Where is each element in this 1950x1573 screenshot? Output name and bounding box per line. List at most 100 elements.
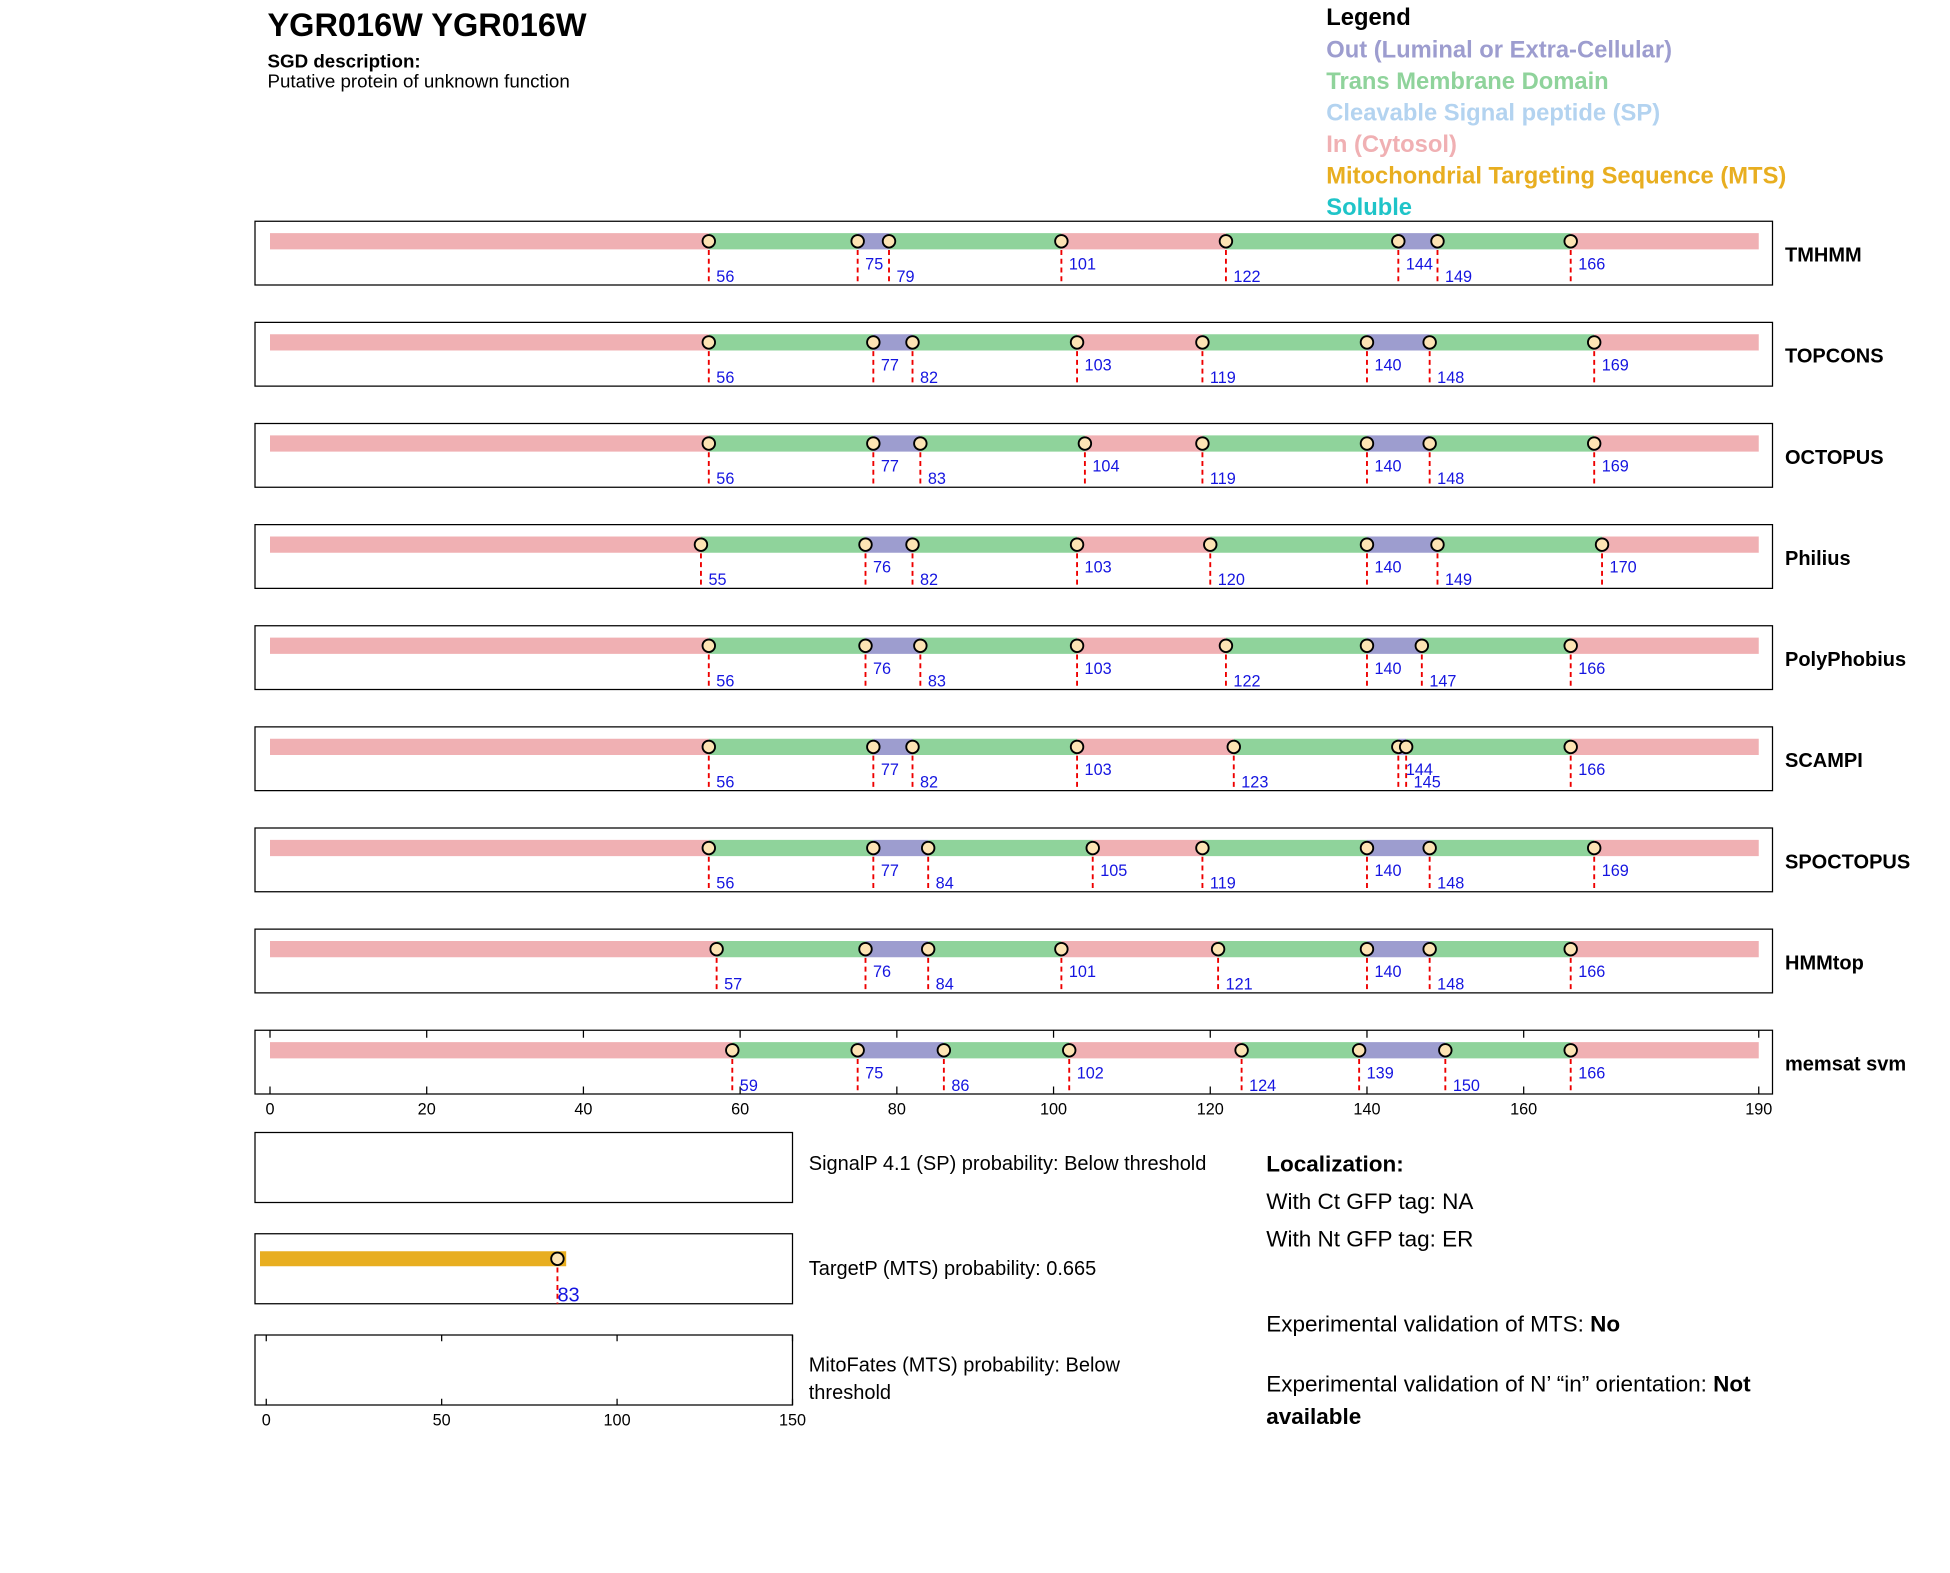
- legend-entry: Soluble: [1326, 194, 1412, 221]
- topology-segment: [1366, 637, 1422, 654]
- track-name: HMMtop: [1785, 952, 1864, 974]
- topology-segment: [857, 233, 890, 250]
- topology-segment: [1061, 233, 1226, 250]
- validation-label: Experimental validation of N’ “in” orien…: [1266, 1371, 1707, 1397]
- boundary-marker: [866, 436, 881, 451]
- boundary-label: 82: [920, 369, 938, 387]
- boundary-label: 140: [1374, 559, 1401, 577]
- boundary-label: 56: [716, 875, 734, 893]
- boundary-marker: [725, 1043, 740, 1058]
- boundary-label: 140: [1374, 356, 1401, 374]
- boundary-marker: [1085, 840, 1100, 856]
- boundary-label: 140: [1374, 963, 1401, 981]
- topology-segment: [865, 941, 929, 958]
- boundary-label: 56: [716, 369, 734, 387]
- topology-segment: [889, 233, 1062, 250]
- topology-segment: [1233, 738, 1399, 755]
- boundary-marker: [1430, 537, 1445, 552]
- boundary-label: 140: [1374, 660, 1401, 678]
- description: Putative protein of unknown function: [268, 70, 570, 91]
- boundary-label: 77: [881, 761, 899, 779]
- x-tick-label: 40: [574, 1101, 592, 1119]
- boundary-marker: [1422, 941, 1437, 957]
- boundary-marker: [1398, 739, 1414, 755]
- topology-segment: [857, 1042, 944, 1059]
- topology-segment: [270, 637, 709, 654]
- boundary-marker: [920, 840, 936, 856]
- topology-segment: [700, 536, 866, 553]
- boundary-label: 145: [1414, 773, 1441, 791]
- track-name: TOPCONS: [1785, 346, 1884, 368]
- boundary-label: 56: [716, 268, 734, 286]
- boundary-marker: [858, 537, 873, 552]
- boundary-label: 166: [1578, 1064, 1605, 1082]
- boundary-marker: [905, 335, 920, 350]
- x-tick-label: 80: [888, 1101, 906, 1119]
- boundary-label: 103: [1085, 356, 1112, 374]
- boundary-marker: [1430, 234, 1445, 249]
- targetp-text: TargetP (MTS) probability: 0.665: [808, 1258, 1097, 1280]
- x-tick-label: 0: [262, 1412, 271, 1430]
- boundary-label: 144: [1406, 255, 1433, 273]
- boundary-label: 169: [1602, 356, 1629, 374]
- boundary-marker: [913, 638, 928, 653]
- boundary-label: 56: [716, 672, 734, 690]
- track-name: SPOCTOPUS: [1785, 851, 1910, 873]
- x-tick-label: 160: [1510, 1101, 1537, 1119]
- boundary-marker: [1069, 537, 1085, 552]
- topology-segment: [270, 334, 709, 351]
- topology-segment: [1429, 334, 1595, 351]
- boundary-label: 86: [951, 1077, 969, 1095]
- boundary-marker: [693, 537, 709, 552]
- topology-segment: [873, 738, 913, 755]
- track-name: SCAMPI: [1785, 750, 1863, 772]
- boundary-label: 170: [1610, 559, 1637, 577]
- boundary-label: 139: [1367, 1064, 1394, 1082]
- x-tick-label: 20: [418, 1101, 436, 1119]
- boundary-marker: [1414, 638, 1430, 653]
- topology-segment: [1406, 738, 1571, 755]
- x-tick-label: 100: [1040, 1101, 1067, 1119]
- boundary-marker: [1203, 537, 1218, 552]
- topology-segment: [912, 334, 1078, 351]
- boundary-marker: [1563, 941, 1578, 957]
- boundary-label: 84: [936, 875, 954, 893]
- boundary-marker: [1195, 840, 1210, 856]
- boundary-marker: [936, 1043, 952, 1058]
- boundary-label: 123: [1241, 773, 1268, 791]
- boundary-marker: [1587, 840, 1602, 856]
- topology-segment: [943, 1042, 1070, 1059]
- topology-segment: [920, 637, 1078, 654]
- boundary-marker: [1359, 638, 1375, 653]
- boundary-marker: [881, 234, 897, 249]
- boundary-marker: [701, 335, 716, 350]
- topology-segment: [873, 839, 929, 857]
- x-tick-label: 120: [1197, 1101, 1224, 1119]
- title: YGR016W YGR016W: [268, 7, 587, 43]
- boundary-label: 166: [1578, 255, 1605, 273]
- topology-segment: [716, 941, 866, 958]
- boundary-label: 55: [708, 571, 726, 589]
- topology-segment: [732, 1042, 858, 1059]
- panel-box: [254, 1334, 794, 1406]
- panel-box: [254, 1131, 794, 1204]
- topology-segment: [1084, 435, 1203, 452]
- topology-segment: [1092, 839, 1203, 857]
- topology-segment: [1570, 637, 1759, 654]
- boundary-marker: [858, 941, 873, 957]
- track-box: [254, 220, 1774, 286]
- topology-segment: [1069, 1042, 1242, 1059]
- boundary-label: 75: [865, 255, 883, 273]
- topology-segment: [1366, 334, 1430, 351]
- track-box: [254, 625, 1774, 691]
- topology-segment: [1359, 1042, 1446, 1059]
- boundary-marker: [1054, 234, 1069, 249]
- boundary-marker: [1563, 234, 1578, 249]
- validation-orientation: Experimental validation of N’ “in” orien…: [1266, 1368, 1829, 1433]
- boundary-marker: [1069, 638, 1085, 653]
- boundary-marker: [1195, 335, 1210, 350]
- boundary-label: 122: [1233, 672, 1260, 690]
- topology-segment: [1061, 941, 1219, 958]
